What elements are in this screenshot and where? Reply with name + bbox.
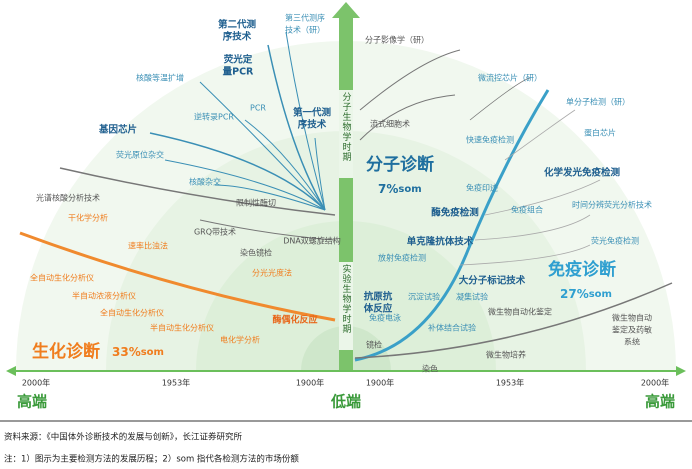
method-label: 单克隆抗体技术 [407,236,474,248]
method-label: 半自动生化分析仪 [150,323,214,333]
method-label: 免疫电泳 [369,313,401,323]
section-name: 免疫诊断 [548,259,616,280]
method-label: 序技术 [223,31,252,43]
method-label: 全自动生化分析仪 [100,308,164,318]
method-label: 微流控芯片（研） [478,73,542,83]
method-label: 基因芯片 [98,124,137,136]
year-label: 1953年 [162,378,190,388]
section-share: 33%som [112,345,164,359]
method-label: 系统 [624,337,640,347]
section-name: 分子诊断 [366,154,434,175]
method-label: 染色镜检 [240,248,272,258]
axis-arrow [676,366,686,376]
method-label: 鉴定及药敏 [612,325,652,335]
share-unit: som [398,184,421,195]
method-label: 单分子检测（研） [566,97,630,107]
method-label: 分子影像学（研） [365,35,429,45]
share-unit: som [589,289,612,300]
method-label: 半自动浓液分析仪 [72,291,136,301]
method-label: 微生物自动 [612,313,652,323]
section-name: 生化诊断 [32,341,100,362]
method-label: 酶偶化反应 [272,314,317,326]
method-label: 蛋白芯片 [584,128,616,138]
method-label: 化学发光免疫检测 [544,167,621,179]
period-upper: 分子生物学时期 [341,92,352,162]
method-label: 体反应 [364,303,393,315]
share-value: 7% [378,182,398,196]
method-label: 全自动生化分析仪 [30,273,94,283]
method-label: 补体结合试验 [428,323,476,333]
method-label: 镜检 [366,340,382,350]
branch-lines [19,31,673,362]
method-label: 荧光原位杂交 [116,150,164,160]
share-value: 33% [112,345,141,359]
method-label: 免疫组合 [511,205,543,215]
method-label: 速率比浊法 [128,241,168,251]
center-arrow [332,2,360,371]
method-label: 时间分辨荧光分析技术 [572,200,652,210]
method-label: 技术（研） [285,25,325,35]
method-label: 分光光度法 [252,268,292,278]
end-label: 高端 [17,393,47,411]
method-label: 第三代测序 [285,13,325,23]
footer-note: 注：1）图示为主要检测方法的发展历程；2）som 指代各检测方法的市场份额 [4,454,299,465]
method-label: GRQ带技术 [194,227,236,237]
method-label: 限制性酶切 [236,198,276,208]
period-lower: 实验生物学时期 [341,263,352,334]
method-label: 第二代测 [218,19,257,31]
method-label: PCR [250,104,266,113]
method-label: 光谱核酸分析技术 [36,193,100,203]
year-label: 1900年 [296,378,324,388]
method-label: 序技术 [298,119,327,131]
method-label: 抗原抗 [364,291,393,303]
method-label: 酶免疫检测 [431,207,479,219]
method-label: 核酸等温扩增 [136,73,184,83]
year-label: 1953年 [496,378,524,388]
share-value: 27% [560,287,589,301]
section-share: 7%som [378,182,422,196]
method-label: 逆转录PCR [194,112,234,122]
method-label: 快速免疫检测 [466,135,514,145]
method-label: 核酸杂交 [189,177,221,187]
end-label: 低端 [330,393,361,411]
method-label: 免疫印迹 [466,183,498,193]
share-unit: som [141,347,164,358]
method-label: 大分子标记技术 [459,275,526,287]
year-label: 2000年 [641,378,669,388]
method-label: 微生物自动化鉴定 [488,307,552,317]
method-label: 荧光免疫检测 [591,236,639,246]
method-label: 电化学分析 [220,335,260,345]
year-label: 2000年 [22,378,50,388]
method-label: 凝集试验 [456,292,488,302]
footer-source: 资料来源：《中国体外诊断技术的发展与创新》，长江证券研究所 [4,432,243,443]
axis-arrow [6,366,16,376]
method-label: 微生物培养 [486,350,526,360]
method-label: 流式细胞术 [370,119,410,129]
method-label: 染色 [422,364,438,374]
method-label: 干化学分析 [68,213,108,223]
method-label: DNA双螺旋结构 [283,236,341,246]
method-label: 第一代测 [293,107,332,119]
method-label: 沉淀试验 [408,292,440,302]
method-label: 放射免疫检测 [378,253,426,263]
end-label: 高端 [645,393,675,411]
section-share: 27%som [560,287,612,301]
year-label: 1900年 [366,378,394,388]
method-label: 量PCR [223,66,254,78]
method-label: 荧光定 [224,54,253,66]
